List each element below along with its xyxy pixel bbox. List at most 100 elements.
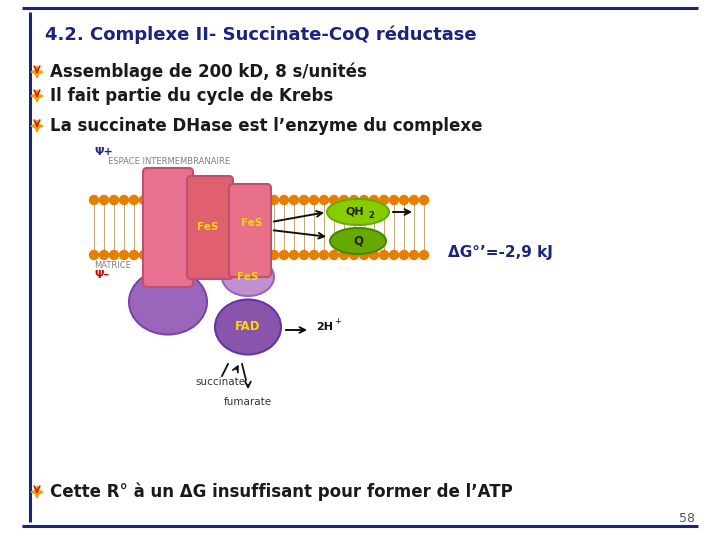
Circle shape [400,251,408,260]
Circle shape [269,251,279,260]
Circle shape [359,251,369,260]
Circle shape [340,195,348,205]
Text: 58: 58 [679,511,695,524]
Circle shape [359,195,369,205]
Text: Q: Q [353,234,363,247]
Text: FeS: FeS [197,222,219,233]
Circle shape [379,251,389,260]
Circle shape [279,251,289,260]
Circle shape [189,195,199,205]
Text: +: + [334,318,341,327]
Circle shape [210,195,218,205]
Ellipse shape [215,300,281,354]
Polygon shape [31,120,43,132]
FancyBboxPatch shape [143,168,193,287]
Circle shape [410,251,418,260]
Circle shape [279,195,289,205]
Circle shape [250,195,258,205]
Circle shape [269,195,279,205]
Circle shape [410,195,418,205]
Circle shape [379,195,389,205]
Ellipse shape [330,228,386,254]
Circle shape [259,251,269,260]
FancyBboxPatch shape [229,184,271,277]
Circle shape [369,195,379,205]
Circle shape [240,195,248,205]
Circle shape [120,195,128,205]
Ellipse shape [222,258,274,296]
Circle shape [130,251,138,260]
Circle shape [349,195,359,205]
Circle shape [179,251,189,260]
Text: fumarate: fumarate [224,397,272,407]
Text: Cette R° à un ΔG insuffisant pour former de l’ATP: Cette R° à un ΔG insuffisant pour former… [50,483,513,501]
Circle shape [340,251,348,260]
Text: 4.2. Complexe II- Succinate-CoQ réductase: 4.2. Complexe II- Succinate-CoQ réductas… [45,26,477,44]
Circle shape [300,195,308,205]
Circle shape [220,195,228,205]
Circle shape [140,195,148,205]
Text: FeS: FeS [238,272,258,282]
Circle shape [210,251,218,260]
Circle shape [89,195,99,205]
Circle shape [199,251,209,260]
Text: Assemblage de 200 kD, 8 s/unités: Assemblage de 200 kD, 8 s/unités [50,63,367,81]
Text: FeS: FeS [241,218,263,227]
Circle shape [150,251,158,260]
Circle shape [289,195,299,205]
Text: Il fait partie du cycle de Krebs: Il fait partie du cycle de Krebs [50,87,333,105]
Text: 2H: 2H [316,322,333,332]
Circle shape [230,195,238,205]
Circle shape [160,251,168,260]
Text: 2: 2 [368,211,374,219]
Circle shape [179,195,189,205]
Circle shape [349,251,359,260]
Circle shape [150,195,158,205]
Circle shape [390,195,398,205]
Circle shape [420,251,428,260]
Circle shape [330,195,338,205]
Text: succinate: succinate [195,377,245,387]
Circle shape [230,251,238,260]
Text: Ψ+: Ψ+ [94,147,113,157]
Circle shape [320,195,328,205]
Text: ΔG°’=-2,9 kJ: ΔG°’=-2,9 kJ [448,245,553,260]
Circle shape [320,251,328,260]
Circle shape [420,195,428,205]
Circle shape [89,251,99,260]
Circle shape [160,195,168,205]
Circle shape [400,195,408,205]
Text: La succinate DHase est l’enzyme du complexe: La succinate DHase est l’enzyme du compl… [50,117,482,135]
Circle shape [259,195,269,205]
Circle shape [220,251,228,260]
Circle shape [169,195,179,205]
Circle shape [140,251,148,260]
Text: QH: QH [346,207,364,217]
Circle shape [310,195,318,205]
Text: MATRICE: MATRICE [94,260,131,269]
Circle shape [369,251,379,260]
Circle shape [250,251,258,260]
Circle shape [130,195,138,205]
Circle shape [109,195,119,205]
Circle shape [289,251,299,260]
Polygon shape [31,90,43,102]
Ellipse shape [129,269,207,334]
Circle shape [169,251,179,260]
FancyBboxPatch shape [187,176,233,279]
Circle shape [189,251,199,260]
Polygon shape [31,486,43,498]
Ellipse shape [327,199,389,225]
Circle shape [120,251,128,260]
Circle shape [240,251,248,260]
Circle shape [199,195,209,205]
Circle shape [99,251,109,260]
Text: Ψ–: Ψ– [94,270,109,280]
Circle shape [390,251,398,260]
Circle shape [99,195,109,205]
Circle shape [300,251,308,260]
Polygon shape [31,66,43,78]
Circle shape [310,251,318,260]
Text: ESPACE INTERMEMBRANAIRE: ESPACE INTERMEMBRANAIRE [108,158,230,166]
Circle shape [330,251,338,260]
